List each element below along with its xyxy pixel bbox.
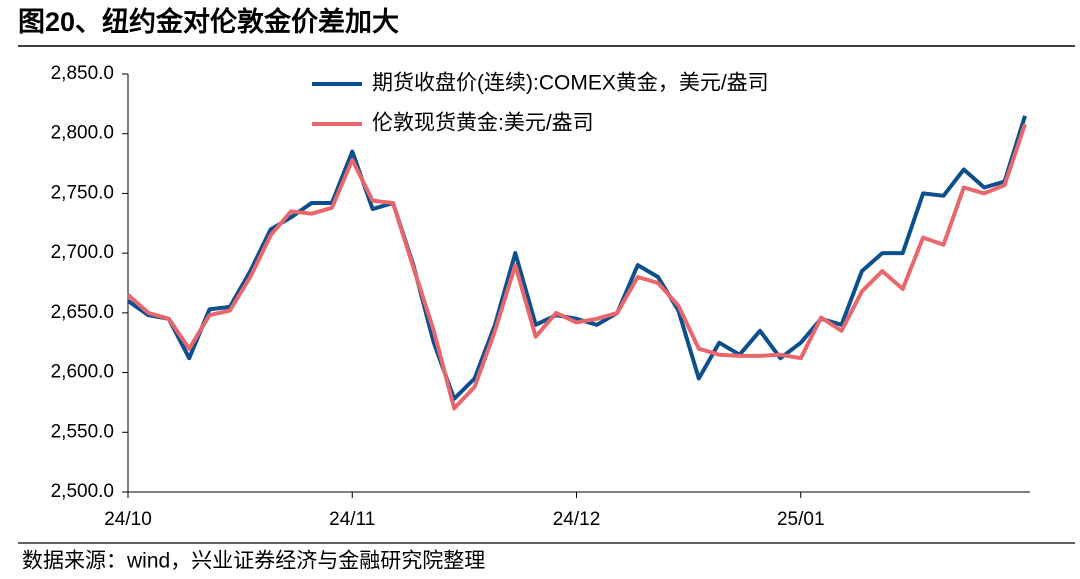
y-tick-label: 2,800.0: [51, 123, 114, 144]
chart-title: 图20、纽约金对伦敦金价差加大: [18, 6, 399, 37]
y-tick-label: 2,650.0: [51, 302, 114, 323]
y-tick-label: 2,750.0: [51, 182, 114, 203]
x-tick-label: 24/11: [329, 509, 375, 530]
y-tick-label: 2,850.0: [51, 63, 114, 84]
y-tick-label: 2,550.0: [51, 421, 114, 442]
source-note: 数据来源：wind，兴业证券经济与金融研究院整理: [22, 550, 485, 573]
legend-label: 伦敦现货黄金:美元/盎司: [372, 112, 594, 135]
x-tick-label: 25/01: [777, 509, 825, 530]
y-tick-label: 2,500.0: [51, 481, 114, 502]
y-tick-label: 2,700.0: [51, 242, 114, 263]
legend-label: 期货收盘价(连续):COMEX黄金，美元/盎司: [372, 72, 769, 95]
series-line: [126, 115, 1027, 401]
x-tick-label: 24/12: [553, 509, 601, 530]
y-tick-label: 2,600.0: [51, 362, 114, 383]
x-tick-label: 24/10: [104, 509, 152, 530]
series-line: [126, 123, 1027, 411]
